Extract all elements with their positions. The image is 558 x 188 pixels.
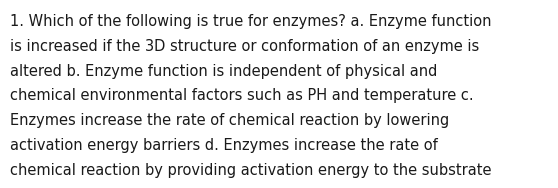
Text: activation energy barriers d. Enzymes increase the rate of: activation energy barriers d. Enzymes in… [10,138,437,153]
Text: chemical reaction by providing activation energy to the substrate: chemical reaction by providing activatio… [10,163,492,178]
Text: 1. Which of the following is true for enzymes? a. Enzyme function: 1. Which of the following is true for en… [10,14,492,29]
Text: is increased if the 3D structure or conformation of an enzyme is: is increased if the 3D structure or conf… [10,39,479,54]
Text: altered b. Enzyme function is independent of physical and: altered b. Enzyme function is independen… [10,64,437,79]
Text: Enzymes increase the rate of chemical reaction by lowering: Enzymes increase the rate of chemical re… [10,113,449,128]
Text: chemical environmental factors such as PH and temperature c.: chemical environmental factors such as P… [10,88,474,103]
